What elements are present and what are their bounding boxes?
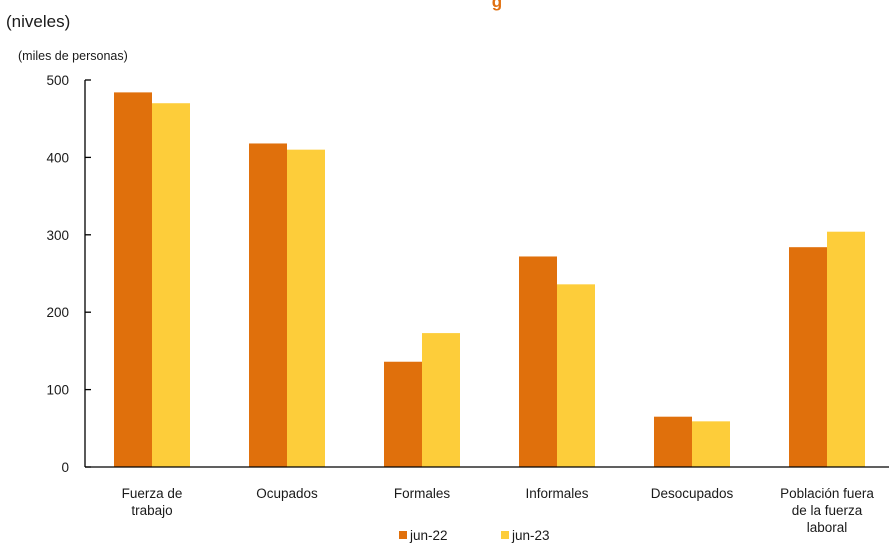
bar-jun-23-2	[287, 149, 325, 467]
y-tick-label: 500	[46, 73, 69, 88]
y-axis-unit-label: (miles de personas)	[18, 49, 128, 63]
bar-jun-22-1	[114, 92, 152, 467]
chart-subtitle: (niveles)	[6, 12, 70, 31]
legend-swatch-jun-22	[399, 531, 407, 539]
x-category-label: Población fuera de la fuerza laboral	[780, 486, 874, 535]
legend-label-jun-22: jun-22	[409, 528, 448, 543]
bar-jun-22-6	[789, 247, 827, 467]
y-tick-label: 300	[46, 228, 69, 243]
bars	[114, 92, 865, 467]
bar-jun-23-1	[152, 103, 190, 467]
x-category-label: Informales	[525, 486, 588, 501]
bar-jun-23-6	[827, 231, 865, 467]
y-tick-label: 400	[46, 150, 69, 165]
x-category-label: Fuerza de trabajo	[122, 486, 183, 518]
bar-jun-23-3	[422, 333, 460, 467]
bar-jun-22-2	[249, 143, 287, 467]
x-axis-labels: Fuerza de trabajo Ocupados Formales Informal…	[122, 486, 875, 535]
y-tick-label: 100	[46, 383, 69, 398]
legend-swatch-jun-23	[501, 531, 509, 539]
chart-title-fragment: g	[492, 0, 502, 11]
x-category-label: Ocupados	[256, 486, 318, 501]
bar-jun-22-4	[519, 256, 557, 467]
x-category-label: Desocupados	[651, 486, 734, 501]
bar-jun-23-4	[557, 284, 595, 467]
bar-jun-23-5	[692, 421, 730, 467]
y-axis-ticks: 0 100 200 300 400 500	[46, 73, 91, 475]
y-tick-label: 200	[46, 305, 69, 320]
y-tick-label: 0	[61, 460, 69, 475]
legend-label-jun-23: jun-23	[511, 528, 550, 543]
bar-jun-22-3	[384, 361, 422, 467]
bar-jun-22-5	[654, 416, 692, 467]
x-category-label: Formales	[394, 486, 451, 501]
legend: jun-22 jun-23	[399, 528, 550, 543]
